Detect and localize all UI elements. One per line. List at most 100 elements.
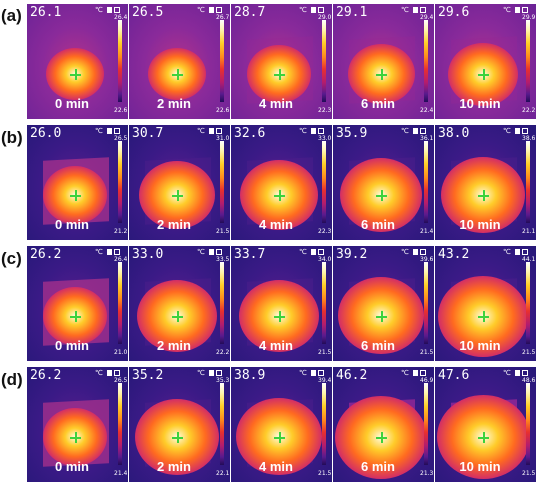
thermal-tile: 30.7 ℃ 31.0 21.5 2 min — [129, 125, 230, 240]
celsius-unit: ℃ — [197, 369, 205, 377]
temperature-readout: 26.2 — [30, 247, 62, 262]
status-icons — [209, 249, 227, 255]
crosshair-icon — [376, 69, 387, 80]
scale-min: 21.4 — [114, 470, 128, 477]
battery-icon — [311, 7, 316, 13]
battery-icon — [515, 128, 520, 134]
color-scale-bar — [322, 262, 326, 344]
storage-icon — [216, 128, 222, 134]
temperature-readout: 26.0 — [30, 126, 62, 141]
celsius-unit: ℃ — [503, 369, 511, 377]
status-icons — [311, 370, 329, 376]
thermal-tile: 43.2 ℃ 44.1 21.5 10 min — [435, 246, 536, 361]
status-icons — [311, 128, 329, 134]
celsius-unit: ℃ — [95, 127, 103, 135]
scale-min: 21.3 — [420, 470, 434, 477]
scale-max: 29.4 — [420, 14, 434, 21]
celsius-unit: ℃ — [401, 127, 409, 135]
storage-icon — [420, 249, 426, 255]
time-label: 10 min — [459, 217, 501, 232]
status-icons — [515, 370, 533, 376]
celsius-unit: ℃ — [401, 6, 409, 14]
celsius-unit: ℃ — [503, 127, 511, 135]
crosshair-icon — [478, 311, 489, 322]
thermal-tile: 29.6 ℃ 29.9 22.2 10 min — [435, 4, 536, 119]
temperature-readout: 46.2 — [336, 368, 368, 383]
color-scale-bar — [526, 383, 530, 465]
battery-icon — [311, 370, 316, 376]
thermal-tile: 33.0 ℃ 33.5 22.2 2 min — [129, 246, 230, 361]
status-icons — [413, 128, 431, 134]
temperature-readout: 28.7 — [234, 5, 266, 20]
time-label: 2 min — [157, 338, 191, 353]
battery-icon — [209, 249, 214, 255]
celsius-unit: ℃ — [503, 248, 511, 256]
celsius-unit: ℃ — [299, 369, 307, 377]
thermal-tile: 26.2 ℃ 26.5 21.4 0 min — [27, 367, 128, 482]
battery-icon — [209, 370, 214, 376]
scale-min: 21.0 — [114, 349, 128, 356]
scale-min: 21.5 — [216, 228, 230, 235]
storage-icon — [318, 128, 324, 134]
crosshair-icon — [70, 311, 81, 322]
scale-max: 36.1 — [420, 135, 434, 142]
scale-max: 33.0 — [318, 135, 332, 142]
time-label: 4 min — [259, 459, 293, 474]
time-label: 10 min — [459, 96, 501, 111]
thermal-tile: 47.6 ℃ 48.6 21.5 10 min — [435, 367, 536, 482]
battery-icon — [311, 249, 316, 255]
time-label: 0 min — [55, 217, 89, 232]
crosshair-icon — [172, 69, 183, 80]
crosshair-icon — [172, 190, 183, 201]
thermal-tile: 32.6 ℃ 33.0 22.3 4 min — [231, 125, 332, 240]
color-scale-bar — [526, 20, 530, 102]
scale-min: 21.5 — [522, 470, 536, 477]
crosshair-icon — [274, 190, 285, 201]
row-label: (a) — [1, 6, 22, 25]
storage-icon — [216, 249, 222, 255]
status-icons — [515, 249, 533, 255]
time-label: 4 min — [259, 96, 293, 111]
celsius-unit: ℃ — [197, 127, 205, 135]
time-label: 10 min — [459, 338, 501, 353]
crosshair-icon — [172, 311, 183, 322]
crosshair-icon — [478, 190, 489, 201]
status-icons — [515, 128, 533, 134]
scale-max: 26.4 — [114, 256, 128, 263]
scale-min: 22.3 — [318, 107, 332, 114]
status-icons — [107, 128, 125, 134]
storage-icon — [318, 249, 324, 255]
scale-max: 34.0 — [318, 256, 332, 263]
temperature-readout: 26.1 — [30, 5, 62, 20]
crosshair-icon — [376, 432, 387, 443]
time-label: 4 min — [259, 338, 293, 353]
celsius-unit: ℃ — [95, 248, 103, 256]
color-scale-bar — [424, 20, 428, 102]
color-scale-bar — [322, 141, 326, 223]
scale-max: 39.6 — [420, 256, 434, 263]
celsius-unit: ℃ — [299, 127, 307, 135]
crosshair-icon — [274, 311, 285, 322]
time-label: 6 min — [361, 96, 395, 111]
time-label: 6 min — [361, 338, 395, 353]
scale-max: 33.5 — [216, 256, 230, 263]
scale-min: 22.2 — [216, 349, 230, 356]
battery-icon — [413, 370, 418, 376]
status-icons — [209, 370, 227, 376]
temperature-readout: 35.2 — [132, 368, 164, 383]
crosshair-icon — [376, 311, 387, 322]
crosshair-icon — [70, 432, 81, 443]
scale-min: 21.5 — [318, 470, 332, 477]
crosshair-icon — [70, 190, 81, 201]
scale-max: 31.0 — [216, 135, 230, 142]
temperature-readout: 29.6 — [438, 5, 470, 20]
time-label: 0 min — [55, 96, 89, 111]
storage-icon — [522, 7, 528, 13]
status-icons — [413, 370, 431, 376]
color-scale-bar — [322, 383, 326, 465]
scale-max: 48.6 — [522, 377, 536, 384]
temperature-readout: 38.9 — [234, 368, 266, 383]
scale-min: 22.6 — [216, 107, 230, 114]
status-icons — [311, 249, 329, 255]
